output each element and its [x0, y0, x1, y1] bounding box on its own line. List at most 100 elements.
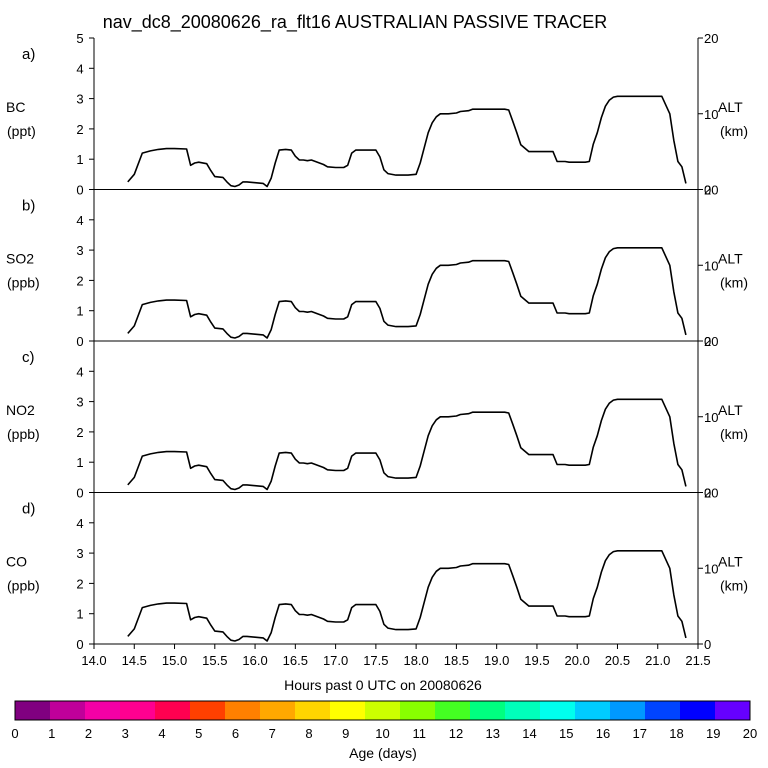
units-label: (ppt): [7, 123, 36, 139]
alt-units-label: (km): [720, 578, 748, 594]
alt-units-label: (km): [720, 426, 748, 442]
left-tick-label: 2: [76, 425, 83, 440]
left-tick-label: 5: [76, 31, 83, 46]
right-tick-label: 0: [704, 486, 711, 501]
right-tick-label: 0: [704, 183, 711, 198]
left-tick-label: 3: [76, 243, 83, 258]
colorbar-tick-label: 2: [85, 726, 92, 741]
colorbar-swatch: [645, 701, 681, 720]
right-tick-label: 10: [704, 561, 718, 576]
colorbar-swatch: [575, 701, 611, 720]
x-tick-label: 19.5: [524, 653, 549, 668]
colorbar-tick-label: 20: [743, 726, 757, 741]
x-tick-label: 18.0: [403, 653, 428, 668]
x-tick-label: 16.5: [283, 653, 308, 668]
left-tick-label: 1: [76, 607, 83, 622]
x-axis-label: Hours past 0 UTC on 20080626: [284, 677, 482, 693]
colorbar-swatch: [505, 701, 541, 720]
colorbar-swatch: [190, 701, 226, 720]
alt-label: ALT: [718, 251, 743, 267]
alt-label: ALT: [718, 402, 743, 418]
panel-letter: c): [22, 349, 35, 366]
colorbar-label: Age (days): [349, 745, 417, 761]
left-tick-label: 1: [76, 304, 83, 319]
colorbar-swatch: [15, 701, 51, 720]
colorbar-swatch: [85, 701, 121, 720]
left-tick-label: 3: [76, 546, 83, 561]
colorbar-tick-label: 12: [449, 726, 463, 741]
colorbar-tick-label: 9: [342, 726, 349, 741]
left-tick-label: 4: [76, 516, 83, 531]
x-axis-ticks: 14.0 14.5 15.0 15.5 16.0 16.5 17.0 17.5 18.0 18.5…: [81, 644, 711, 668]
colorbar-swatch: [715, 701, 751, 720]
colorbar-tick-label: 17: [633, 726, 647, 741]
x-tick-label: 20.0: [565, 653, 590, 668]
colorbar-tick-label: 4: [158, 726, 165, 741]
colorbar-tick-label: 19: [706, 726, 720, 741]
panel-3: 0 1 2 3 4 0 10 20 c) NO2 (ppb) ALT (km): [6, 334, 748, 501]
panel-letter: d): [22, 501, 35, 518]
colorbar-tick-label: 7: [269, 726, 276, 741]
colorbar-swatch: [400, 701, 436, 720]
species-label: CO: [6, 554, 27, 570]
species-label: SO2: [6, 251, 34, 267]
panel-letter: b): [22, 198, 35, 215]
colorbar-swatch: [435, 701, 471, 720]
x-tick-label: 21.0: [645, 653, 670, 668]
x-tick-label: 19.0: [484, 653, 509, 668]
left-tick-label: 0: [76, 637, 83, 652]
colorbar-swatch: [330, 701, 366, 720]
right-tick-label: 10: [704, 258, 718, 273]
colorbar-swatch: [50, 701, 86, 720]
left-tick-label: 0: [76, 183, 83, 198]
altitude-line: [127, 549, 687, 642]
colorbar-swatch: [260, 701, 296, 720]
altitude-line: [127, 95, 687, 188]
colorbar-swatch: [155, 701, 191, 720]
colorbar-tick-label: 5: [195, 726, 202, 741]
colorbar-swatch: [610, 701, 646, 720]
colorbar-swatch: [540, 701, 576, 720]
colorbar-swatch: [120, 701, 156, 720]
right-tick-label: 0: [704, 637, 711, 652]
colorbar-tick-label: 6: [232, 726, 239, 741]
panel-2: 0 1 2 3 4 0 10 20 b) SO2 (ppb) ALT (km): [6, 183, 748, 350]
chart-title: nav_dc8_20080626_ra_flt16 AUSTRALIAN PAS…: [103, 12, 608, 33]
colorbar-tick-label: 3: [122, 726, 129, 741]
colorbar-tick-label: 15: [559, 726, 573, 741]
colorbar-tick-label: 1: [48, 726, 55, 741]
left-tick-label: 1: [76, 455, 83, 470]
left-tick-label: 2: [76, 576, 83, 591]
colorbar-swatch: [295, 701, 331, 720]
colorbar-swatch: [680, 701, 716, 720]
x-tick-label: 20.5: [605, 653, 630, 668]
colorbar-swatch: [225, 701, 261, 720]
panel-letter: a): [22, 46, 35, 63]
altitude-line: [127, 247, 687, 339]
left-tick-label: 2: [76, 273, 83, 288]
right-tick-label: 20: [704, 486, 718, 501]
right-tick-label: 10: [704, 410, 718, 425]
colorbar-tick-label: 13: [486, 726, 500, 741]
units-label: (ppb): [7, 578, 40, 594]
alt-label: ALT: [718, 99, 743, 115]
species-label: NO2: [6, 402, 35, 418]
x-tick-label: 14.0: [81, 653, 106, 668]
x-tick-label: 15.0: [162, 653, 187, 668]
right-tick-label: 20: [704, 334, 718, 349]
colorbar-tick-label: 0: [11, 726, 18, 741]
left-tick-label: 4: [76, 213, 83, 228]
colorbar-swatch: [470, 701, 506, 720]
left-tick-label: 0: [76, 334, 83, 349]
alt-units-label: (km): [720, 275, 748, 291]
left-tick-label: 2: [76, 122, 83, 137]
colorbar-tick-label: 16: [596, 726, 610, 741]
colorbar-tick-label: 14: [522, 726, 536, 741]
colorbar-swatch: [365, 701, 401, 720]
x-tick-label: 16.0: [242, 653, 267, 668]
panel-4: 0 1 2 3 4 0 10 20 d) CO (ppb) ALT (km): [6, 486, 748, 653]
colorbar-tick-label: 11: [413, 726, 427, 741]
left-tick-label: 1: [76, 152, 83, 167]
